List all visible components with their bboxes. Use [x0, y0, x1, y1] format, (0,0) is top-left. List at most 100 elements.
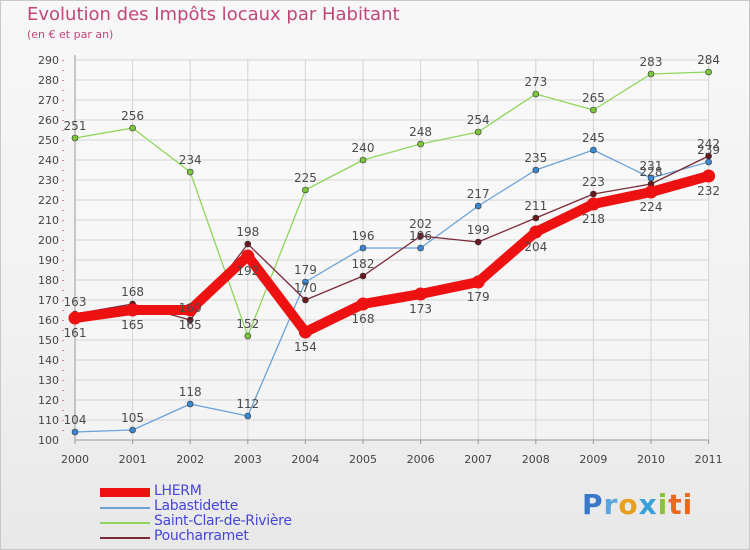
- data-point-saint-clar-de-rivi-re: [417, 140, 424, 148]
- data-label-poucharramet: 228: [640, 165, 663, 179]
- data-point-poucharramet: [532, 214, 540, 222]
- legend-label-labastidette: Labastidette: [154, 498, 239, 514]
- y-tick-label: 220: [38, 194, 59, 207]
- data-point-poucharramet: [705, 152, 712, 160]
- data-label-saint-clar-de-rivi-re: 225: [294, 171, 317, 185]
- data-label-labastidette: 118: [179, 385, 202, 399]
- data-label-poucharramet: 199: [467, 223, 490, 237]
- logo-letter: x: [638, 488, 658, 521]
- data-label-lherm: 154: [294, 340, 317, 354]
- y-tick-label: 230: [38, 174, 59, 187]
- logo-letter: r: [603, 488, 619, 521]
- y-tick-label: 240: [38, 154, 59, 167]
- data-point-saint-clar-de-rivi-re: [705, 68, 712, 76]
- data-point-labastidette: [186, 400, 194, 408]
- data-label-labastidette: 105: [121, 411, 144, 425]
- plot-area: [75, 60, 709, 440]
- legend-label-saint-clar: Saint-Clar-de-Rivière: [154, 513, 292, 529]
- data-label-saint-clar-de-rivi-re: 273: [524, 75, 547, 89]
- data-label-saint-clar-de-rivi-re: 234: [179, 153, 202, 167]
- data-point-labastidette: [474, 202, 482, 210]
- x-tick-label: 2005: [349, 453, 377, 466]
- data-point-poucharramet: [186, 316, 194, 324]
- data-label-saint-clar-de-rivi-re: 256: [121, 109, 144, 123]
- data-point-lherm: [702, 169, 716, 183]
- series-line-poucharramet: [74, 155, 710, 321]
- data-point-saint-clar-de-rivi-re: [359, 156, 367, 164]
- logo-letter: ti: [668, 488, 694, 521]
- x-tick-label: 2004: [291, 453, 319, 466]
- data-point-lherm: [241, 249, 255, 263]
- y-tick-label: 130: [38, 374, 59, 387]
- data-label-lherm: 165: [179, 318, 202, 332]
- y-tick-label: 170: [38, 294, 59, 307]
- legend-swatch-labastidette: [100, 507, 150, 509]
- data-point-lherm: [126, 303, 140, 317]
- data-point-saint-clar-de-rivi-re: [474, 128, 482, 136]
- data-point-lherm: [471, 275, 485, 289]
- data-point-saint-clar-de-rivi-re: [647, 70, 655, 78]
- data-label-poucharramet: 170: [294, 281, 317, 295]
- y-tick-label: 110: [38, 414, 59, 427]
- data-label-labastidette: 231: [640, 159, 663, 173]
- data-label-labastidette: 104: [64, 413, 87, 427]
- data-point-lherm: [183, 303, 197, 317]
- data-label-saint-clar-de-rivi-re: 251: [64, 119, 87, 133]
- y-tick-label: 150: [38, 334, 59, 347]
- data-label-saint-clar-de-rivi-re: 284: [697, 53, 720, 67]
- logo-letter: P: [582, 488, 604, 521]
- proxiti-logo: Proxiti: [582, 488, 693, 521]
- data-point-labastidette: [705, 158, 712, 166]
- data-label-lherm: 192: [236, 264, 259, 278]
- data-label-poucharramet: 168: [121, 285, 144, 299]
- y-tick-label: 250: [38, 134, 59, 147]
- data-point-lherm: [298, 325, 312, 339]
- x-tick-label: 2008: [522, 453, 550, 466]
- data-label-labastidette: 196: [409, 229, 432, 243]
- data-point-lherm: [529, 225, 543, 239]
- data-label-poucharramet: 160: [179, 301, 202, 315]
- x-tick-label: 2001: [119, 453, 147, 466]
- data-label-poucharramet: 163: [64, 295, 87, 309]
- logo-letter: i: [657, 488, 669, 521]
- data-label-poucharramet: 211: [524, 199, 547, 213]
- data-label-lherm: 179: [467, 290, 490, 304]
- data-point-labastidette: [129, 426, 136, 434]
- data-label-lherm: 161: [64, 326, 87, 340]
- data-point-labastidette: [244, 412, 252, 420]
- data-point-lherm: [356, 297, 370, 311]
- legend-label-poucharramet: Poucharramet: [154, 528, 249, 544]
- y-tick-label: 140: [38, 354, 59, 367]
- logo-letter: o: [618, 488, 639, 521]
- data-label-lherm: 173: [409, 302, 432, 316]
- data-label-lherm: 224: [640, 200, 663, 214]
- data-point-lherm: [644, 185, 658, 199]
- data-label-labastidette: 196: [352, 229, 375, 243]
- data-point-labastidette: [590, 146, 597, 154]
- y-tick-label: 120: [38, 394, 59, 407]
- legend-label-lherm: LHERM: [154, 483, 202, 499]
- data-point-lherm: [68, 311, 82, 325]
- data-label-labastidette: 217: [467, 187, 490, 201]
- data-point-poucharramet: [244, 240, 252, 248]
- data-label-poucharramet: 182: [352, 257, 375, 271]
- data-label-saint-clar-de-rivi-re: 152: [236, 317, 259, 331]
- legend-swatch-poucharramet: [100, 537, 150, 539]
- data-point-saint-clar-de-rivi-re: [590, 106, 597, 114]
- data-label-poucharramet: 202: [409, 217, 432, 231]
- data-label-saint-clar-de-rivi-re: 283: [640, 55, 663, 69]
- data-point-labastidette: [359, 244, 367, 252]
- data-point-labastidette: [71, 428, 79, 436]
- y-tick-label: 260: [38, 114, 59, 127]
- data-label-lherm: 204: [524, 240, 547, 254]
- data-point-saint-clar-de-rivi-re: [244, 332, 252, 340]
- x-tick-label: 2003: [234, 453, 262, 466]
- data-label-labastidette: 179: [294, 263, 317, 277]
- data-label-lherm: 165: [121, 318, 144, 332]
- data-label-labastidette: 239: [697, 143, 720, 157]
- legend-swatch-lherm: [100, 488, 150, 497]
- y-tick-label: 200: [38, 234, 59, 247]
- data-label-saint-clar-de-rivi-re: 240: [352, 141, 375, 155]
- data-label-poucharramet: 198: [236, 225, 259, 239]
